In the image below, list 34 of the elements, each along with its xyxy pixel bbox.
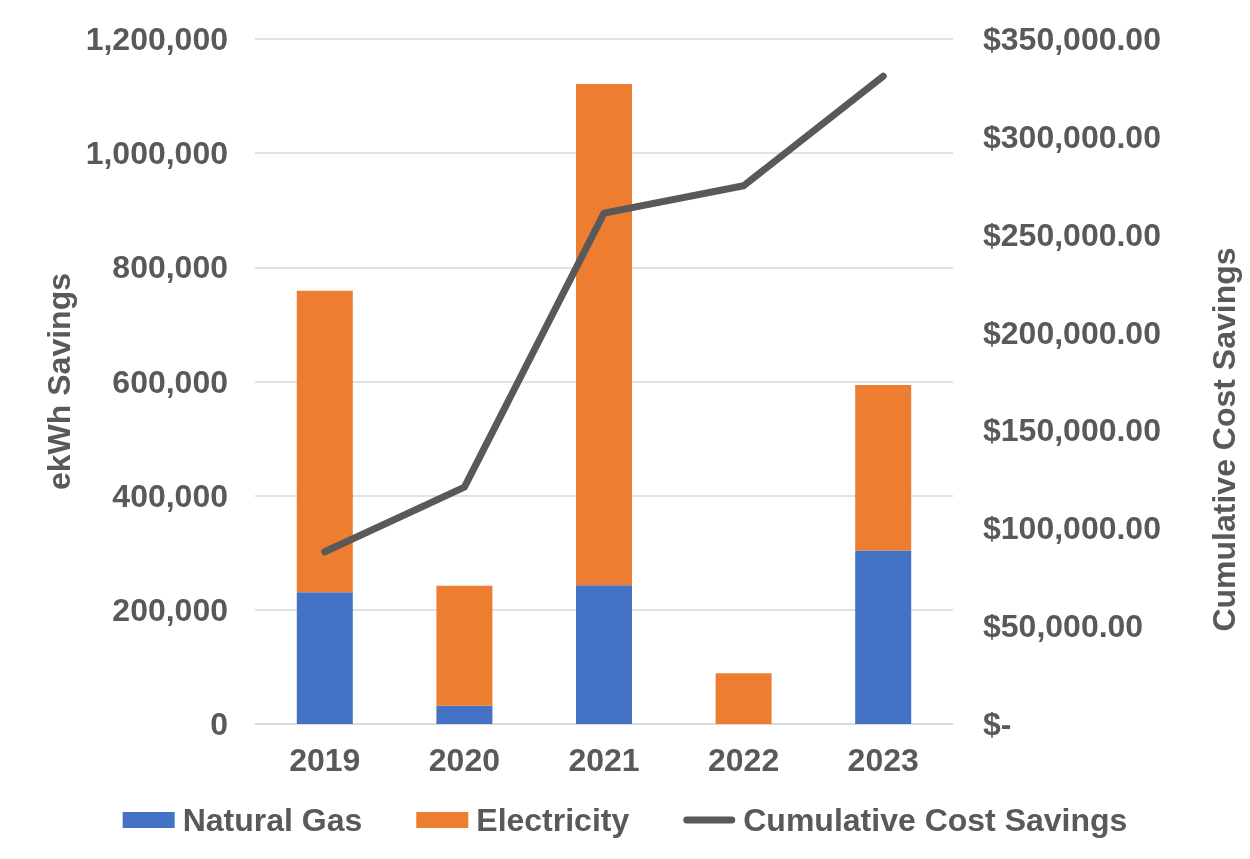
x-tick-label: 2023: [847, 742, 919, 778]
y-tick-label: 200,000: [112, 591, 228, 628]
y2-axis-title: Cumulative Cost Savings: [1206, 247, 1242, 632]
bar: [576, 585, 632, 724]
bar: [436, 585, 493, 706]
y-tick-label: 400,000: [112, 477, 228, 514]
y-axis-title: ekWh Savings: [40, 273, 77, 490]
y2-tick-label: $300,000.00: [983, 118, 1161, 155]
x-tick-label: 2021: [568, 742, 640, 778]
bar: [855, 550, 912, 724]
y2-tick-label: $150,000.00: [983, 412, 1161, 449]
bar: [715, 673, 772, 724]
legend-label: Electricity: [476, 802, 630, 838]
x-tick-label: 2020: [428, 742, 500, 778]
y2-tick-label: $250,000.00: [983, 216, 1161, 253]
bar: [436, 705, 493, 724]
y2-tick-label: $100,000.00: [983, 510, 1161, 547]
y-tick-label: 0: [210, 706, 228, 742]
bar: [576, 84, 632, 586]
y2-tick-label: $50,000.00: [983, 608, 1144, 645]
y2-tick-label: $-: [983, 706, 1012, 742]
y-tick-label: 1,000,000: [85, 135, 228, 172]
bar: [855, 384, 912, 551]
x-tick-label: 2019: [289, 742, 361, 778]
y2-tick-label: $350,000.00: [983, 21, 1161, 57]
bar: [296, 290, 353, 593]
y-tick-label: 600,000: [112, 363, 228, 400]
y-tick-label: 1,200,000: [85, 21, 228, 57]
y2-tick-label: $200,000.00: [983, 314, 1161, 351]
legend-label: Cumulative Cost Savings: [743, 802, 1128, 838]
bar: [296, 592, 353, 724]
legend-label: Natural Gas: [182, 802, 363, 838]
y-tick-label: 800,000: [112, 249, 228, 286]
x-tick-label: 2022: [708, 742, 780, 778]
